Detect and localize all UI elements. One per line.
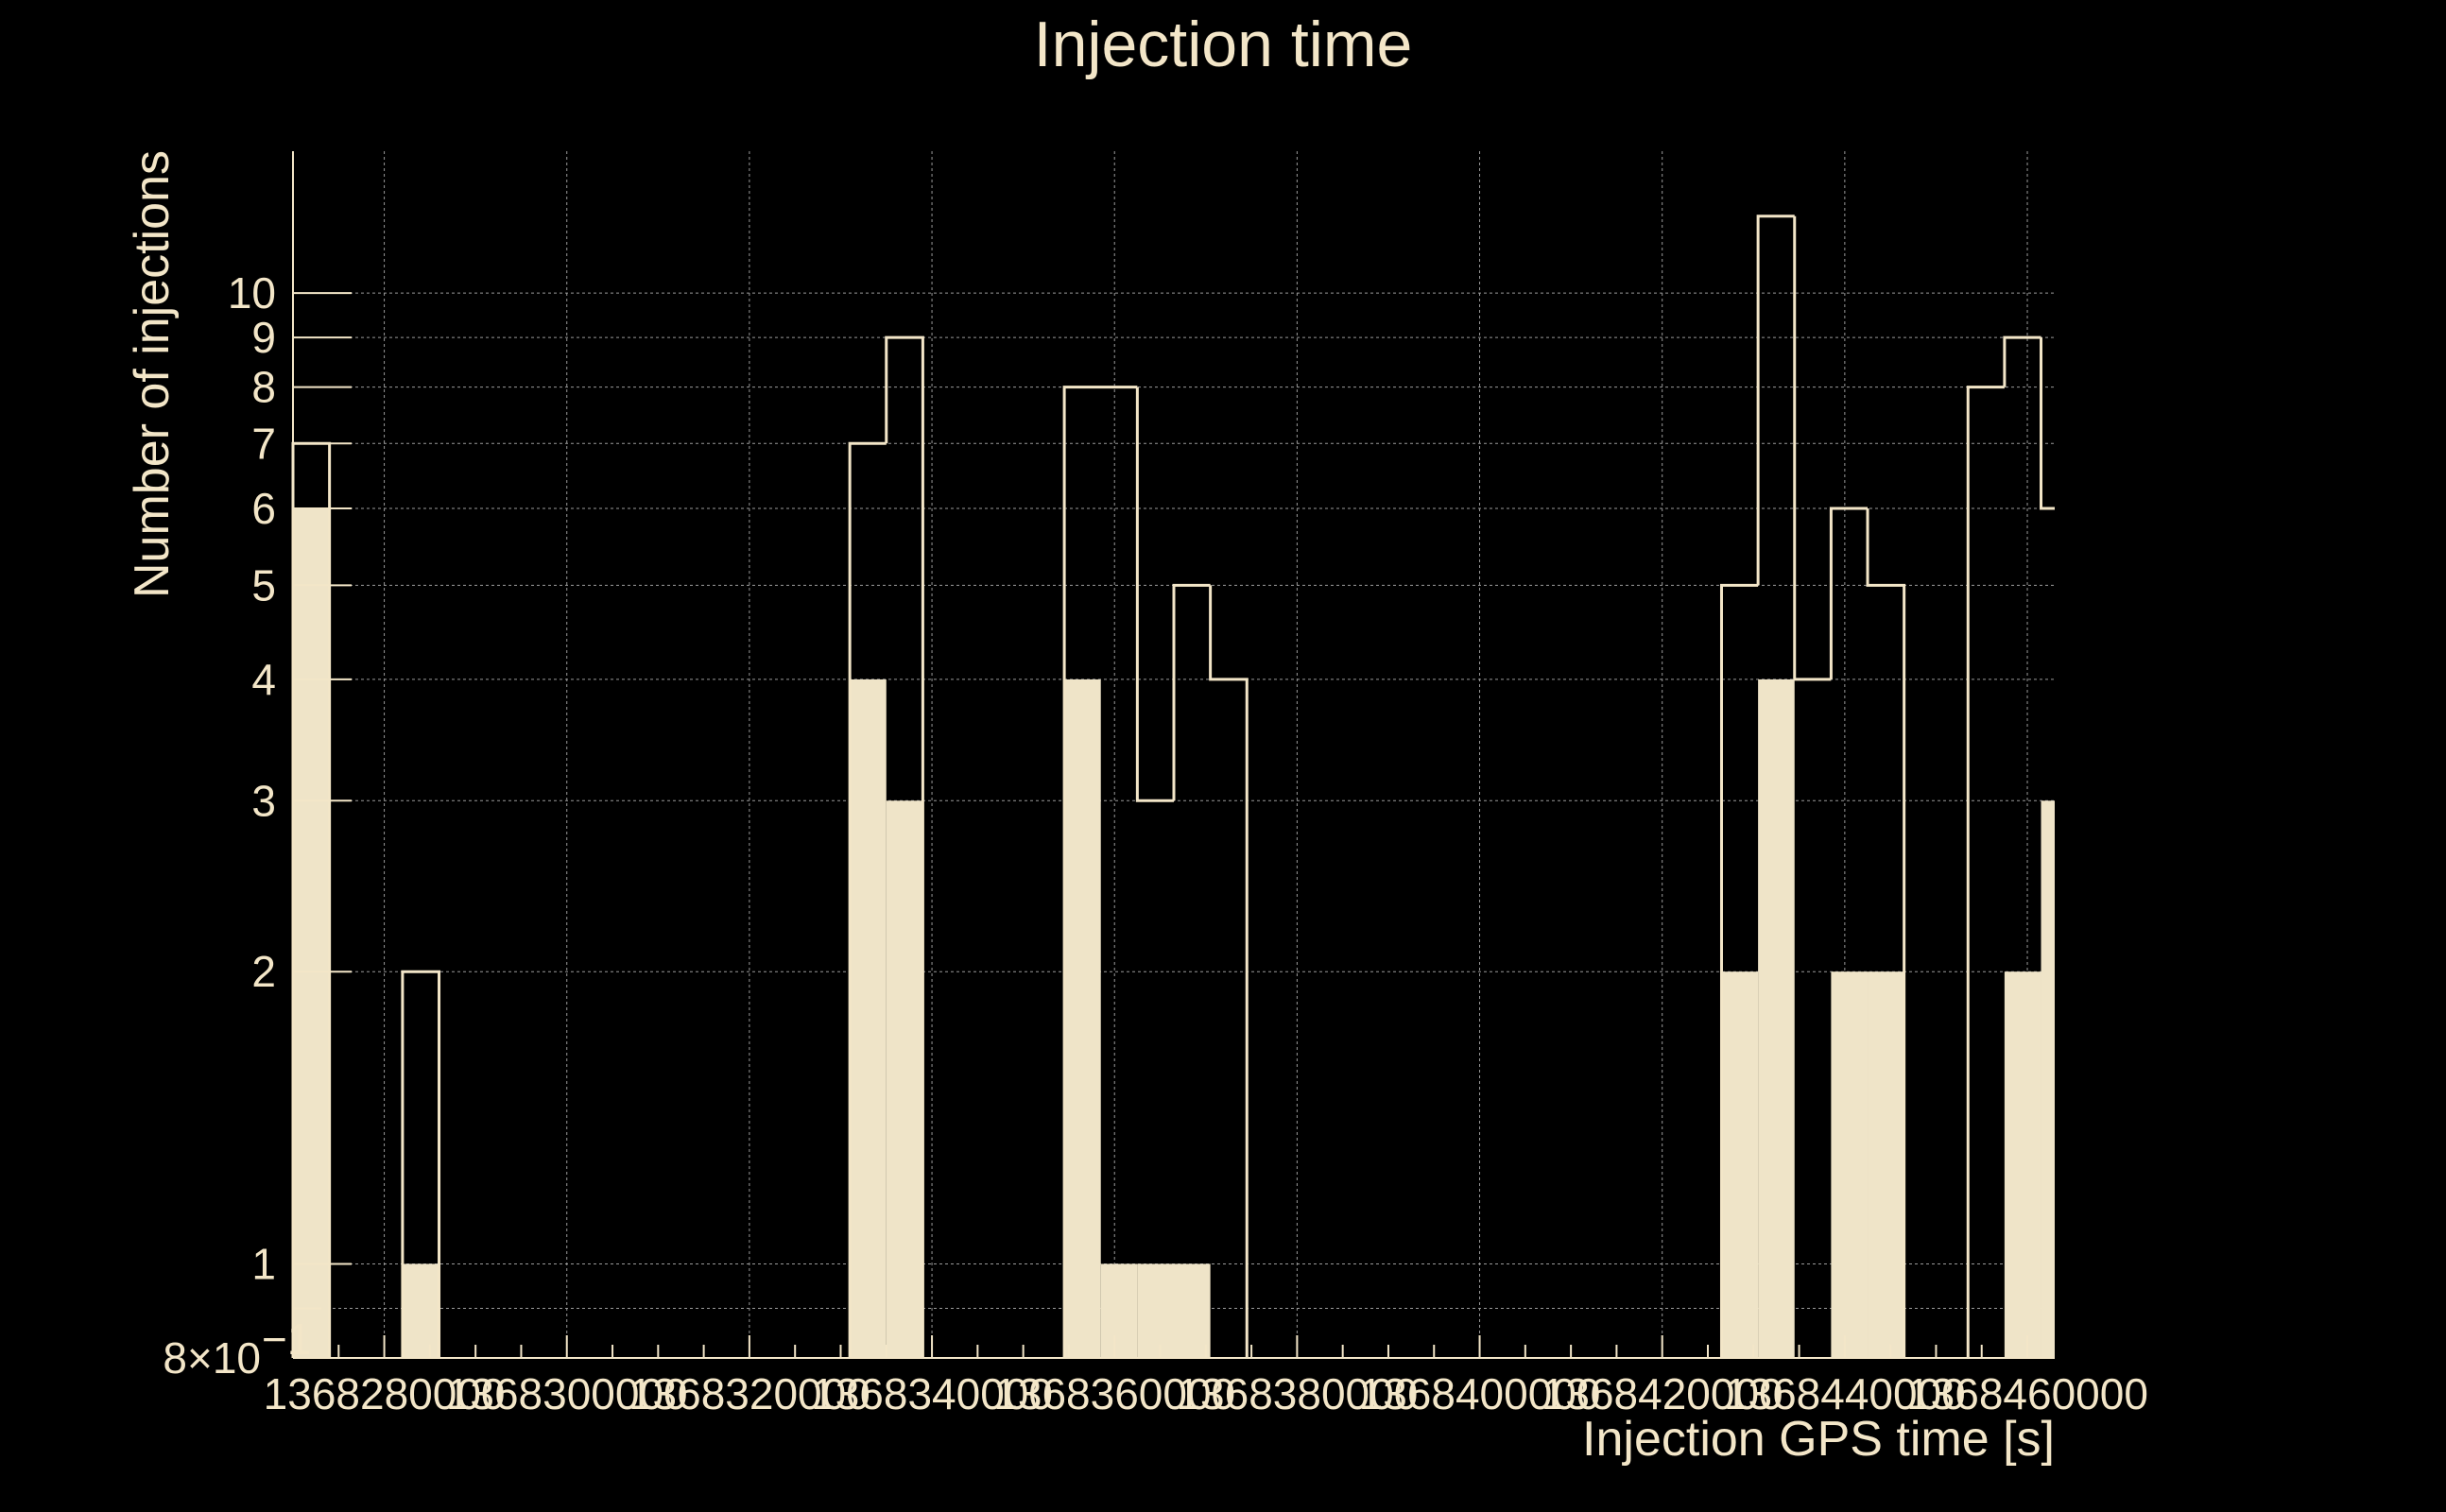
outline-bar — [1968, 387, 2005, 1358]
outline-bar — [1211, 679, 1248, 1358]
filled-bar — [1174, 1263, 1211, 1358]
y-min-tick-exponent: −1 — [262, 1314, 311, 1364]
plot-area: 1368280000136830000013683200001368340000… — [163, 151, 2148, 1418]
filled-bar — [1137, 1263, 1174, 1358]
filled-bar — [402, 1263, 439, 1358]
filled-bar — [886, 800, 923, 1358]
filled-bar — [1868, 971, 1904, 1358]
filled-bar — [2004, 971, 2041, 1358]
y-tick-label: 5 — [251, 560, 276, 610]
x-axis-label: Injection GPS time [s] — [1582, 1412, 2055, 1467]
x-tick-label: 1368340000 — [811, 1369, 1053, 1418]
outline-bar — [1795, 679, 1832, 1358]
x-tick-label: 1368460000 — [1906, 1369, 2148, 1418]
y-tick-label: 2 — [251, 947, 276, 996]
x-tick-label: 1368320000 — [629, 1369, 870, 1418]
y-tick-label: 4 — [251, 655, 276, 704]
filled-bar — [293, 508, 330, 1358]
filled-bar — [2041, 800, 2055, 1358]
y-axis-label: Number of injections — [125, 150, 180, 598]
x-tick-label: 1368440000 — [1724, 1369, 1966, 1418]
y-tick-label: 10 — [228, 268, 276, 318]
filled-bar — [1758, 679, 1795, 1358]
filled-bar — [1831, 971, 1869, 1358]
outline-bar — [1101, 387, 1138, 1358]
y-tick-label: 3 — [251, 776, 276, 825]
filled-bar — [1100, 1263, 1138, 1358]
x-tick-label: 1368380000 — [1176, 1369, 1418, 1418]
filled-bar — [1721, 971, 1759, 1358]
y-tick-label: 6 — [251, 484, 276, 533]
y-tick-label: 7 — [251, 419, 276, 468]
y-tick-label: 8 — [251, 363, 276, 412]
y-tick-label: 9 — [251, 313, 276, 362]
x-tick-label: 1368300000 — [446, 1369, 688, 1418]
x-tick-label: 1368400000 — [1359, 1369, 1601, 1418]
y-tick-label: 1 — [251, 1239, 276, 1288]
x-tick-label: 1368420000 — [1542, 1369, 1783, 1418]
x-tick-label: 1368280000 — [264, 1369, 506, 1418]
chart-title: Injection time — [1034, 9, 1413, 80]
y-min-tick-label: 8×10 — [163, 1333, 261, 1383]
filled-bar — [1064, 679, 1101, 1358]
filled-bar — [850, 679, 887, 1358]
x-tick-label: 1368360000 — [993, 1369, 1235, 1418]
